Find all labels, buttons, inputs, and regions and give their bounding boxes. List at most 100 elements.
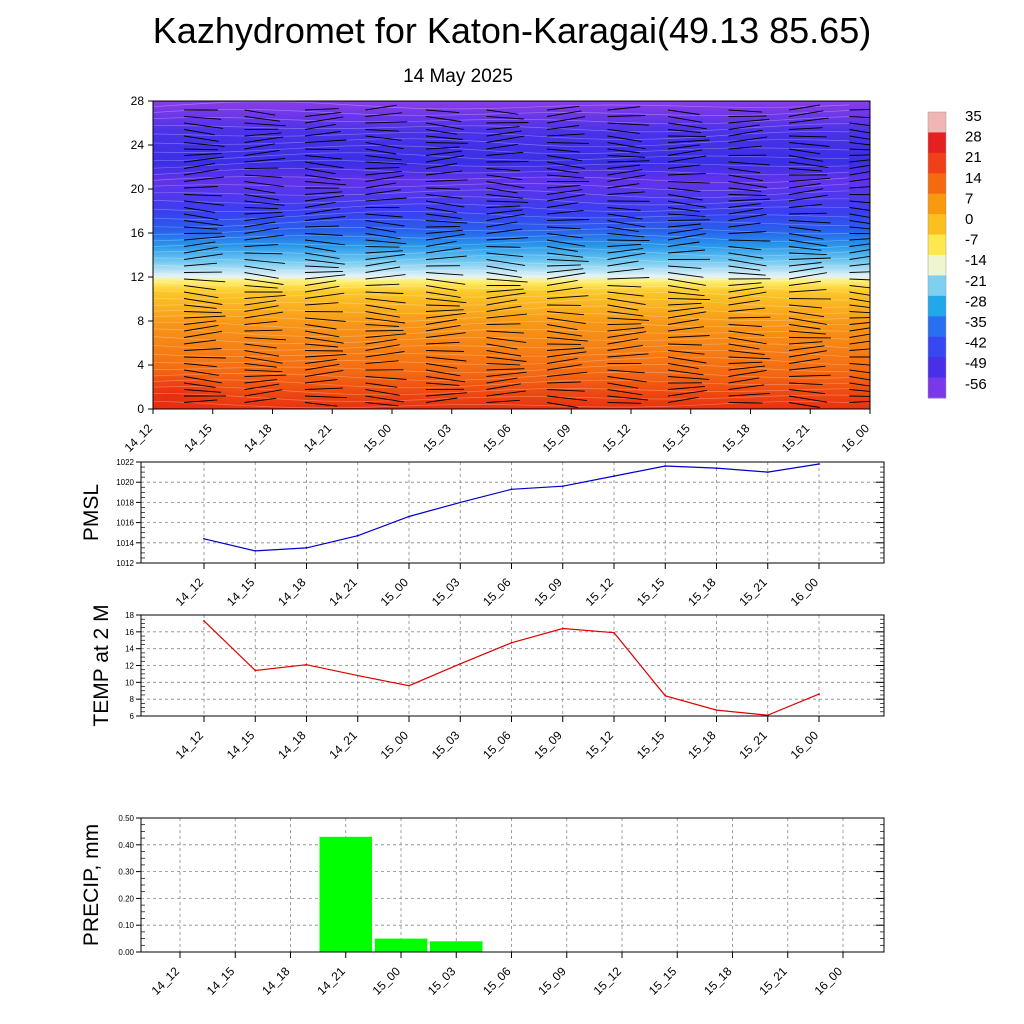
wind-barb (607, 213, 643, 220)
y-tick-label: 10 (125, 678, 134, 687)
wind-barb (849, 238, 870, 241)
wind-barb (486, 305, 522, 312)
x-tick-label: 14_15 (204, 964, 238, 998)
wind-barb (304, 337, 344, 344)
wind-barb (183, 246, 219, 254)
wind-barb (667, 249, 706, 254)
wind-barb (607, 239, 650, 242)
wind-barb (546, 364, 582, 371)
x-tick-label: 15_03 (420, 421, 454, 455)
wind-barb (849, 348, 870, 351)
wind-barb (486, 205, 521, 208)
wind-barb (304, 131, 341, 137)
x-tick-label: 14_18 (275, 575, 309, 609)
wind-barb (788, 345, 825, 351)
wind-barb (486, 187, 518, 194)
wind-barb (788, 168, 823, 172)
y-tick-label: 0.10 (118, 921, 134, 930)
wind-barb (425, 278, 466, 285)
wind-barb (788, 246, 822, 251)
wind-barb (425, 350, 464, 352)
colorbar-frame (927, 111, 947, 399)
wind-barb (607, 160, 650, 163)
wind-barb (667, 311, 707, 319)
wind-barb (667, 272, 704, 278)
wind-barb (486, 116, 524, 120)
wind-barb (304, 191, 343, 195)
x-tick-label: 15_00 (370, 964, 404, 998)
wind-barb (667, 144, 700, 150)
wind-barb (788, 127, 823, 130)
colorbar-label: 0 (965, 211, 973, 228)
wind-barb (425, 142, 468, 144)
y-tick-label: 12 (125, 662, 134, 671)
wind-barb (425, 135, 463, 140)
wind-barb (425, 179, 468, 182)
wind-barb (425, 146, 460, 150)
wind-barb (849, 263, 870, 267)
wind-barb (728, 198, 771, 202)
wind-barb (546, 202, 579, 208)
wind-barb (546, 357, 578, 364)
chart-title: Kazhydromet for Katon-Karagai(49.13 85.6… (152, 10, 872, 51)
wind-barb (607, 243, 642, 247)
wind-barb (244, 116, 281, 122)
wind-barb (667, 385, 706, 390)
colorbar-swatch (928, 255, 946, 276)
wind-barb (667, 278, 706, 286)
x-tick-label: 14_21 (301, 421, 335, 455)
wind-barb (425, 291, 461, 298)
wind-barb (244, 294, 286, 299)
wind-barb (546, 272, 586, 280)
contour-line (153, 159, 850, 169)
wind-barb (788, 226, 822, 232)
wind-barb (304, 239, 345, 246)
wind-barb (546, 174, 585, 179)
wind-barb (607, 252, 646, 260)
wind-barb (365, 189, 401, 195)
wind-barb (607, 164, 641, 169)
series-point (664, 465, 667, 467)
y-tick-label: 4 (137, 358, 144, 372)
wind-barb (425, 272, 464, 276)
x-tick-label: 14_21 (326, 575, 360, 609)
wind-barb (607, 382, 639, 389)
wind-barb (486, 181, 525, 189)
wind-barb (849, 164, 870, 169)
wind-barb (546, 189, 583, 195)
colorbar-label: 7 (965, 190, 973, 207)
colorbar-label: -56 (965, 376, 987, 393)
heatmap-warm-spot (153, 368, 230, 409)
wind-barb (365, 170, 403, 176)
series-point (408, 684, 410, 687)
x-tick-label: 15_12 (600, 421, 634, 455)
wind-barb (425, 194, 463, 199)
wind-barb (546, 125, 580, 130)
x-tick-label: 15_18 (719, 421, 753, 455)
wind-barb (849, 129, 870, 134)
wind-barb (546, 185, 581, 189)
x-tick-label: 15_15 (634, 728, 668, 762)
wind-barb (365, 298, 406, 304)
wind-barb (486, 330, 525, 334)
x-tick-label: 14_15 (224, 575, 258, 609)
contour-line (153, 328, 850, 338)
contour-line (153, 189, 850, 199)
wind-barb (849, 278, 870, 281)
wind-barb (728, 136, 768, 143)
colorbar-label: -42 (965, 335, 987, 352)
wind-barb (788, 155, 824, 162)
x-tick-label: 15_00 (378, 728, 412, 762)
wind-barb (667, 389, 707, 397)
wind-barb (365, 135, 402, 141)
contour-line (153, 218, 850, 228)
wind-barb (849, 122, 870, 126)
wind-barb (849, 220, 870, 224)
wind-barb (728, 369, 767, 377)
wind-barb (607, 304, 639, 311)
wind-barb (667, 149, 703, 156)
wind-barb (304, 181, 346, 186)
wind-barb (728, 145, 762, 150)
wind-barb (607, 327, 645, 332)
wind-barb (728, 194, 767, 197)
